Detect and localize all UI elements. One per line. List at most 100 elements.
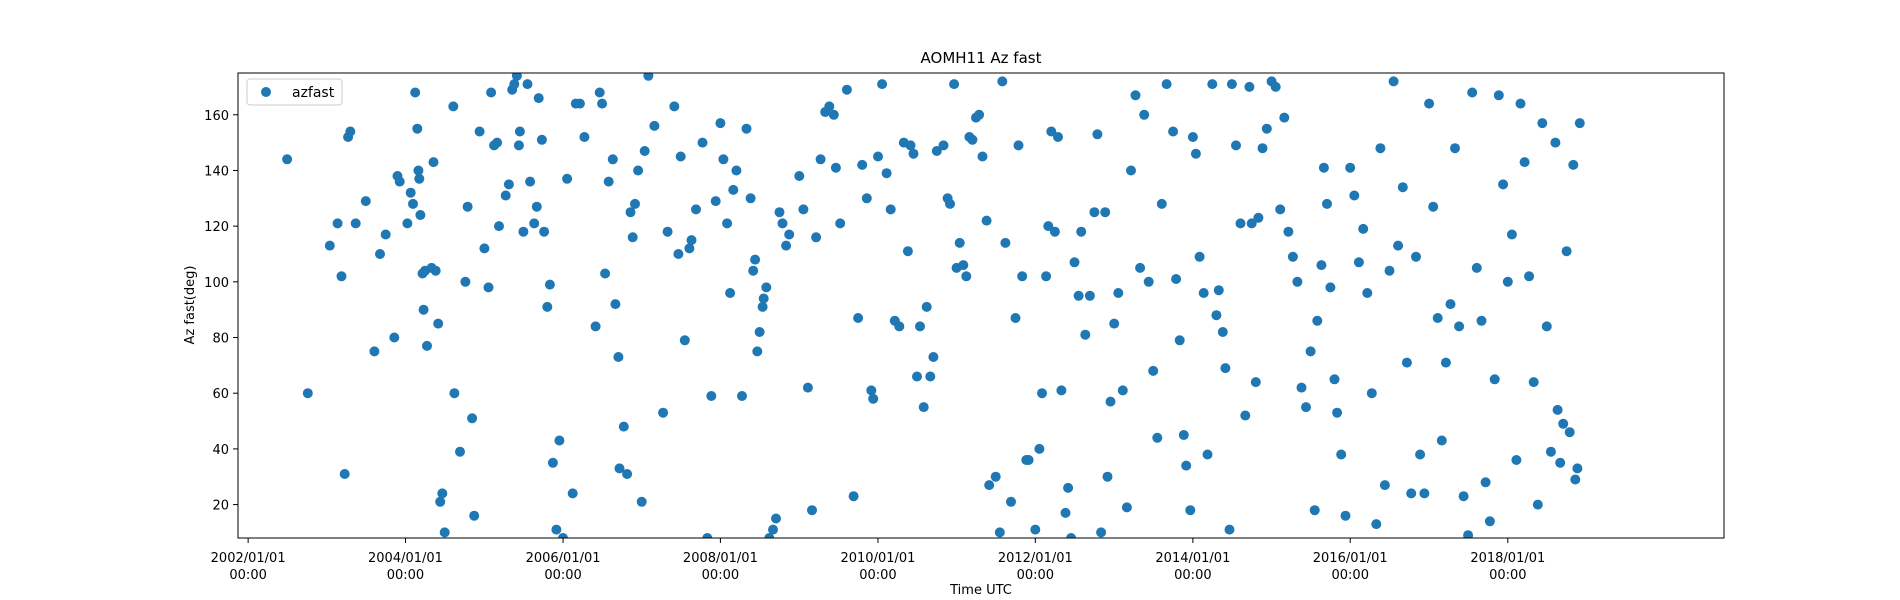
x-axis-ticks: 2002/01/01 00:00 2004/01/01 00:00 2006/01/01… <box>211 538 1545 583</box>
data-point <box>912 371 922 382</box>
data-point <box>1023 455 1034 465</box>
data-point <box>1152 432 1163 443</box>
data-point <box>1349 190 1360 201</box>
data-point <box>1060 507 1071 518</box>
data-point <box>1261 123 1272 134</box>
data-point <box>1279 112 1290 123</box>
data-point <box>1561 246 1572 257</box>
data-point <box>324 240 335 251</box>
data-point <box>345 126 356 137</box>
data-point <box>518 226 529 237</box>
data-point <box>1411 251 1421 262</box>
x-tick-label: 00:00 <box>1174 568 1211 583</box>
data-point <box>1113 288 1124 298</box>
data-point <box>1432 313 1443 323</box>
x-tick-label: 2004/01/01 <box>368 551 443 566</box>
data-point <box>731 165 742 176</box>
data-point <box>902 246 913 257</box>
data-point <box>1393 240 1404 251</box>
data-point <box>1570 474 1581 485</box>
x-tick-label: 2012/01/01 <box>998 551 1073 566</box>
x-axis-label: Time UTC <box>949 583 1012 598</box>
data-point <box>802 382 813 393</box>
data-point <box>1388 76 1399 87</box>
data-point <box>494 221 504 232</box>
data-point <box>828 109 839 120</box>
data-point <box>1092 129 1103 140</box>
data-point <box>579 132 590 142</box>
data-point <box>500 190 511 201</box>
x-tick-label: 00:00 <box>387 568 424 583</box>
data-point <box>558 533 568 538</box>
data-point <box>533 93 544 104</box>
data-point <box>547 457 558 468</box>
data-point <box>536 134 547 145</box>
data-point <box>794 171 805 181</box>
data-point <box>1558 418 1569 429</box>
data-point <box>877 79 888 90</box>
data-point <box>1305 346 1316 357</box>
data-point <box>1506 229 1517 240</box>
data-point <box>492 137 503 148</box>
data-point <box>777 218 788 229</box>
data-point <box>894 321 905 332</box>
data-point <box>1139 109 1150 120</box>
data-point <box>908 148 919 159</box>
x-tick-label: 00:00 <box>229 568 266 583</box>
data-point <box>990 471 1001 482</box>
data-point <box>715 118 726 129</box>
data-point <box>1202 449 1213 460</box>
data-point <box>1224 524 1235 535</box>
data-point <box>332 218 343 229</box>
data-point <box>925 371 936 382</box>
data-point <box>881 168 892 179</box>
data-point <box>1246 218 1257 229</box>
data-point <box>1450 143 1460 154</box>
data-point <box>1332 407 1343 418</box>
x-tick-label: 2006/01/01 <box>526 551 601 566</box>
data-point <box>774 207 785 218</box>
data-point <box>630 198 640 209</box>
data-point <box>562 173 573 184</box>
data-point <box>1316 260 1327 271</box>
data-point <box>380 229 391 240</box>
data-point <box>1322 198 1332 209</box>
data-point <box>460 276 471 287</box>
data-point <box>905 140 916 151</box>
data-point <box>945 198 955 209</box>
data-point <box>428 157 439 168</box>
data-point <box>1244 81 1255 92</box>
data-point <box>815 154 826 165</box>
data-point <box>1384 265 1395 276</box>
data-point <box>915 321 925 332</box>
data-point <box>861 193 872 204</box>
data-point <box>1537 118 1548 129</box>
data-point <box>610 299 621 310</box>
data-point <box>627 232 638 243</box>
data-point <box>1375 143 1386 154</box>
data-point <box>1235 218 1246 229</box>
data-point <box>449 388 460 399</box>
data-point <box>1240 410 1251 421</box>
data-point <box>336 271 347 282</box>
data-point <box>974 109 985 120</box>
data-point <box>402 218 413 229</box>
data-point <box>768 524 778 535</box>
data-point <box>1371 519 1382 530</box>
data-point <box>1257 143 1268 154</box>
data-point <box>981 215 992 226</box>
data-point <box>542 301 553 312</box>
data-point <box>514 126 525 137</box>
data-point <box>1161 79 1172 90</box>
x-tick-label: 00:00 <box>1332 568 1369 583</box>
data-point <box>679 335 690 346</box>
data-point <box>1454 321 1465 332</box>
data-point <box>414 173 425 184</box>
data-point <box>1574 118 1585 129</box>
data-point <box>1207 79 1218 90</box>
data-point <box>529 218 540 229</box>
data-point <box>486 87 497 98</box>
data-point <box>639 146 650 156</box>
data-point <box>1550 137 1561 148</box>
data-point <box>691 204 701 215</box>
